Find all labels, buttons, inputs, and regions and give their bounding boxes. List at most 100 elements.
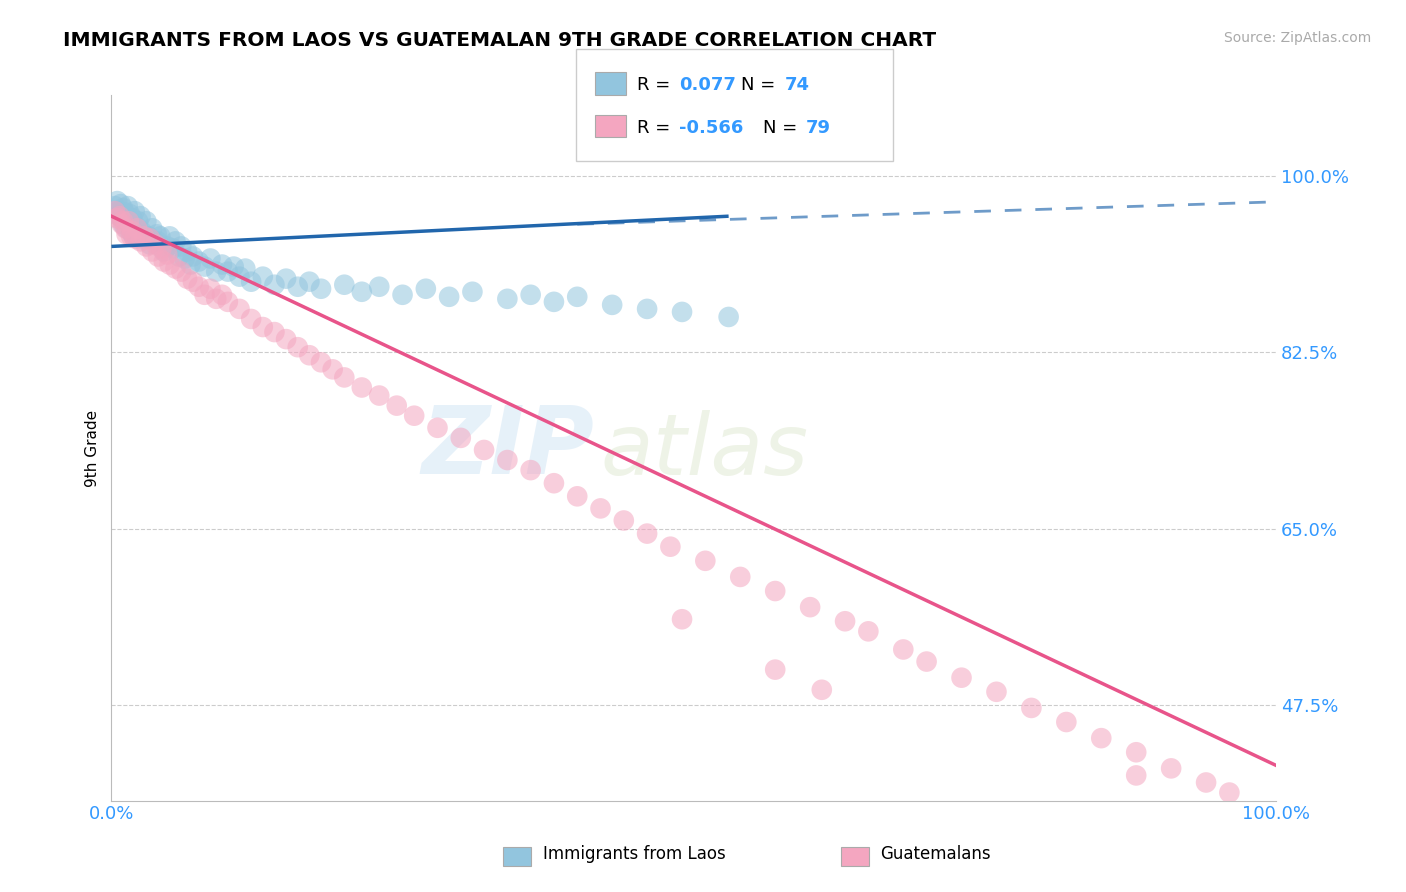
Point: [110, 197, 132, 211]
Point: [138, 229, 160, 244]
Point: [200, 282, 222, 296]
Point: [763, 584, 786, 599]
Point: [127, 214, 149, 228]
Text: Source: ZipAtlas.com: Source: ZipAtlas.com: [1223, 31, 1371, 45]
Point: [135, 214, 157, 228]
Point: [298, 275, 321, 289]
Point: [104, 199, 127, 213]
Point: [636, 526, 658, 541]
Point: [153, 254, 176, 268]
Point: [567, 290, 589, 304]
Point: [187, 254, 209, 268]
Point: [104, 204, 127, 219]
Point: [156, 247, 179, 261]
Point: [834, 614, 856, 628]
Point: [141, 221, 163, 235]
Point: [114, 221, 136, 235]
Point: [181, 250, 204, 264]
Point: [659, 540, 682, 554]
Point: [111, 211, 134, 226]
Point: [159, 229, 181, 244]
Point: [145, 237, 167, 252]
Point: [211, 287, 233, 301]
Text: N =: N =: [741, 76, 780, 94]
Point: [567, 489, 589, 503]
Text: IMMIGRANTS FROM LAOS VS GUATEMALAN 9TH GRADE CORRELATION CHART: IMMIGRANTS FROM LAOS VS GUATEMALAN 9TH G…: [63, 31, 936, 50]
Point: [437, 290, 460, 304]
Point: [122, 229, 145, 244]
Text: N =: N =: [763, 119, 803, 136]
Point: [600, 298, 623, 312]
Point: [810, 682, 832, 697]
Point: [799, 600, 821, 615]
Point: [496, 292, 519, 306]
Point: [146, 235, 169, 249]
Point: [108, 209, 131, 223]
Point: [131, 224, 153, 238]
Point: [114, 213, 136, 227]
Point: [309, 355, 332, 369]
Point: [132, 229, 155, 244]
Point: [111, 217, 134, 231]
Point: [124, 231, 146, 245]
Text: R =: R =: [637, 76, 676, 94]
Point: [1021, 701, 1043, 715]
Point: [132, 231, 155, 245]
Point: [915, 655, 938, 669]
Point: [139, 231, 162, 245]
Point: [176, 271, 198, 285]
Point: [194, 260, 217, 274]
Point: [263, 325, 285, 339]
Point: [404, 409, 426, 423]
Point: [181, 275, 204, 289]
Point: [121, 211, 143, 226]
Point: [415, 282, 437, 296]
Point: [519, 287, 541, 301]
Point: [125, 231, 148, 245]
Point: [1125, 745, 1147, 759]
Point: [139, 237, 162, 252]
Point: [391, 287, 413, 301]
Text: atlas: atlas: [600, 410, 808, 493]
Point: [350, 380, 373, 394]
Text: R =: R =: [637, 119, 676, 136]
Point: [129, 209, 152, 223]
Point: [176, 244, 198, 259]
Point: [187, 279, 209, 293]
Point: [287, 279, 309, 293]
Y-axis label: 9th Grade: 9th Grade: [86, 409, 100, 486]
Point: [240, 312, 263, 326]
Point: [165, 261, 187, 276]
Point: [141, 244, 163, 259]
Point: [165, 235, 187, 249]
Point: [170, 265, 193, 279]
Point: [200, 252, 222, 266]
Text: Immigrants from Laos: Immigrants from Laos: [543, 845, 725, 863]
Point: [146, 227, 169, 242]
Point: [350, 285, 373, 299]
Point: [589, 501, 612, 516]
Point: [385, 399, 408, 413]
Point: [167, 250, 190, 264]
Point: [173, 252, 195, 266]
Point: [671, 612, 693, 626]
Point: [150, 242, 173, 256]
Point: [149, 229, 172, 244]
Point: [112, 201, 135, 215]
Point: [950, 671, 973, 685]
Point: [211, 258, 233, 272]
Point: [461, 285, 484, 299]
Point: [117, 199, 139, 213]
Point: [112, 205, 135, 219]
Point: [143, 235, 166, 249]
Point: [125, 221, 148, 235]
Text: ZIP: ZIP: [422, 402, 595, 494]
Point: [105, 194, 128, 208]
Point: [194, 287, 217, 301]
Point: [252, 320, 274, 334]
Point: [1160, 761, 1182, 775]
Point: [543, 294, 565, 309]
Point: [135, 239, 157, 253]
Point: [1054, 714, 1077, 729]
Text: Guatemalans: Guatemalans: [880, 845, 991, 863]
